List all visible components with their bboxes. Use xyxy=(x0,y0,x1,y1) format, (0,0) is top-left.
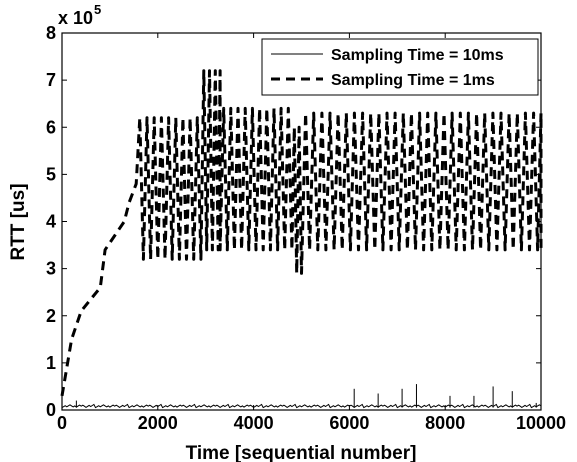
x-axis-title: Time [sequential number] xyxy=(186,443,417,462)
y-tick-label: 8 xyxy=(46,23,56,43)
y-tick-label: 5 xyxy=(46,164,56,184)
y-tick-label: 4 xyxy=(46,212,56,232)
y-tick-label: 0 xyxy=(46,400,56,420)
series-1ms-line xyxy=(60,69,543,397)
y-tick-label: 2 xyxy=(46,306,56,326)
legend-label-1ms: Sampling Time = 1ms xyxy=(331,72,495,89)
x-tick-label: 8000 xyxy=(425,413,465,433)
y-tick-label: 1 xyxy=(46,353,56,373)
x-tick-label: 4000 xyxy=(234,413,274,433)
x-tick-label: 2000 xyxy=(138,413,178,433)
y-tick-label: 3 xyxy=(46,259,56,279)
y-multiplier-exponent: 5 xyxy=(94,2,101,17)
y-multiplier-label: x 10 5 xyxy=(58,2,101,28)
x-tick-label: 0 xyxy=(57,413,67,433)
series-10ms-line xyxy=(61,403,542,409)
y-tick-label: 6 xyxy=(46,117,56,137)
ticks-layer: 0 2000 4000 6000 8000 10000 0 1 2 3 4 5 6 7 8 xyxy=(46,23,566,433)
y-multiplier-base: x 10 xyxy=(58,8,93,28)
legend-box xyxy=(261,38,539,96)
y-axis-title: RTT [us] xyxy=(8,183,29,260)
x-tick-label: 10000 xyxy=(516,413,566,433)
legend: Sampling Time = 10ms Sampling Time = 1ms xyxy=(261,38,539,96)
legend-label-10ms: Sampling Time = 10ms xyxy=(331,47,504,64)
series-layer xyxy=(60,69,543,409)
y-tick-label: 7 xyxy=(46,70,56,90)
x-tick-label: 6000 xyxy=(329,413,369,433)
